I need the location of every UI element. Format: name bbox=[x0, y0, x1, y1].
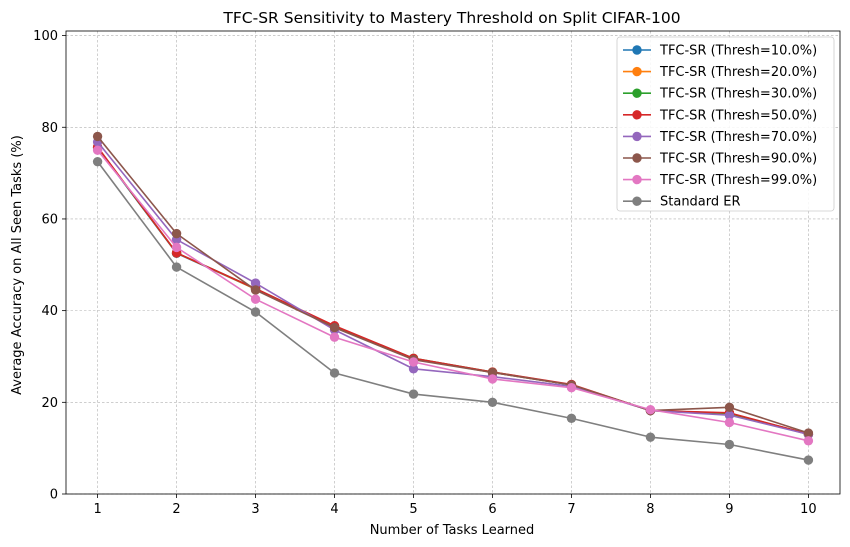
series-line bbox=[96, 149, 809, 442]
data-point bbox=[566, 413, 577, 424]
legend-label: TFC-SR (Thresh=30.0%) bbox=[659, 87, 817, 102]
x-tick-label: 6 bbox=[488, 502, 496, 517]
data-point bbox=[92, 145, 103, 155]
x-tick-label: 4 bbox=[330, 502, 338, 517]
data-point bbox=[645, 432, 656, 442]
legend-item: TFC-SR (Thresh=30.0%) bbox=[623, 87, 817, 102]
legend-box bbox=[616, 36, 835, 212]
data-point bbox=[566, 382, 577, 393]
data-point bbox=[171, 228, 182, 239]
data-point bbox=[250, 278, 261, 288]
data-point bbox=[487, 374, 498, 384]
data-point bbox=[250, 307, 261, 317]
series-7 bbox=[92, 145, 814, 446]
legend: TFC-SR (Thresh=10.0%) TFC-SR (Thresh=20.0… bbox=[616, 36, 835, 212]
x-tick-label: 10 bbox=[800, 502, 817, 517]
data-point bbox=[645, 404, 656, 415]
x-axis-label: Number of Tasks Learned bbox=[370, 523, 535, 538]
y-axis: 0 20 40 60 80 100 bbox=[33, 29, 66, 503]
data-point bbox=[803, 436, 814, 446]
data-point bbox=[250, 294, 261, 304]
legend-label: TFC-SR (Thresh=99.0%) bbox=[659, 173, 817, 188]
legend-item: TFC-SR (Thresh=99.0%) bbox=[623, 173, 817, 188]
x-tick-label: 3 bbox=[251, 502, 259, 517]
data-point bbox=[329, 332, 340, 342]
legend-swatch-marker bbox=[632, 131, 642, 142]
legend-swatch-marker bbox=[632, 196, 642, 206]
x-tick-label: 8 bbox=[646, 502, 654, 517]
y-tick-label: 80 bbox=[41, 121, 58, 136]
series-layer bbox=[92, 131, 814, 465]
y-tick-label: 20 bbox=[41, 396, 58, 411]
x-tick-label: 9 bbox=[725, 502, 733, 517]
data-point bbox=[724, 402, 735, 413]
plot-area-frame bbox=[65, 30, 841, 495]
legend-label: Standard ER bbox=[660, 195, 741, 210]
legend-item: TFC-SR (Thresh=70.0%) bbox=[623, 130, 817, 145]
data-point bbox=[724, 410, 735, 420]
legend-label: TFC-SR (Thresh=20.0%) bbox=[659, 65, 817, 80]
data-point bbox=[408, 364, 419, 374]
series-line bbox=[96, 161, 809, 461]
legend-swatch-marker bbox=[632, 66, 642, 77]
data-point bbox=[487, 397, 498, 408]
legend-swatch-marker bbox=[632, 153, 642, 163]
legend-swatch-marker bbox=[632, 110, 642, 120]
x-tick-label: 5 bbox=[409, 502, 417, 517]
legend-label: TFC-SR (Thresh=70.0%) bbox=[659, 130, 817, 145]
data-point bbox=[408, 389, 419, 399]
legend-item: Standard ER bbox=[623, 195, 741, 210]
x-tick-label: 2 bbox=[172, 502, 180, 517]
x-tick-label: 1 bbox=[93, 502, 101, 517]
series-8 bbox=[92, 156, 814, 465]
data-point bbox=[724, 417, 735, 428]
data-point bbox=[92, 156, 103, 167]
legend-swatch-marker bbox=[632, 45, 642, 55]
y-axis-label: Average Accuracy on All Seen Tasks (%) bbox=[10, 135, 25, 395]
legend-label: TFC-SR (Thresh=90.0%) bbox=[659, 152, 817, 167]
y-tick-label: 40 bbox=[41, 304, 58, 319]
y-tick-label: 60 bbox=[41, 212, 58, 227]
data-point bbox=[803, 428, 814, 438]
legend-item: TFC-SR (Thresh=10.0%) bbox=[623, 44, 817, 59]
legend-swatch-marker bbox=[632, 174, 642, 185]
legend-item: TFC-SR (Thresh=20.0%) bbox=[623, 65, 817, 80]
y-tick-label: 100 bbox=[33, 29, 58, 44]
series-line bbox=[96, 135, 809, 434]
x-tick-label: 7 bbox=[567, 502, 575, 517]
series-line bbox=[96, 146, 809, 435]
y-tick-label: 0 bbox=[50, 488, 58, 503]
data-point bbox=[92, 131, 103, 142]
legend-item: TFC-SR (Thresh=90.0%) bbox=[623, 152, 817, 167]
legend-swatch-marker bbox=[632, 88, 642, 98]
data-point bbox=[171, 262, 182, 272]
data-point bbox=[171, 242, 182, 253]
legend-item: TFC-SR (Thresh=50.0%) bbox=[623, 108, 817, 123]
data-point bbox=[250, 285, 261, 295]
data-point bbox=[724, 439, 735, 450]
data-point bbox=[329, 322, 340, 333]
data-point bbox=[408, 357, 419, 367]
legend-label: TFC-SR (Thresh=10.0%) bbox=[659, 44, 817, 59]
chart-title: TFC-SR Sensitivity to Mastery Threshold … bbox=[222, 9, 680, 27]
data-point bbox=[329, 368, 340, 378]
data-point bbox=[803, 455, 814, 465]
legend-label: TFC-SR (Thresh=50.0%) bbox=[659, 108, 817, 123]
x-axis: 1 2 3 4 5 6 7 8 9 10 bbox=[93, 494, 817, 517]
